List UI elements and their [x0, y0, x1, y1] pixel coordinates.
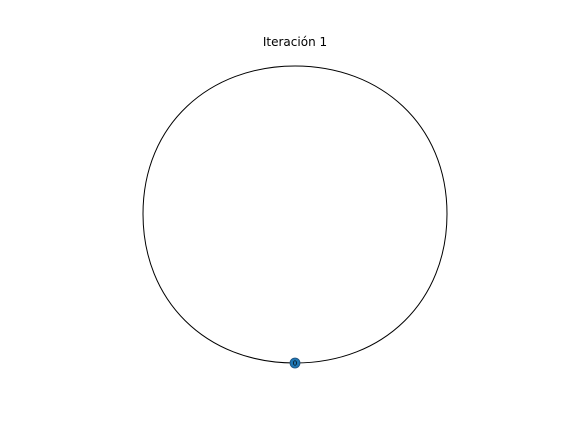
figure-title: Iteración 1	[263, 35, 327, 49]
node-marker	[289, 357, 301, 369]
self-loop-edge	[142, 65, 448, 364]
graph-nodes: 0	[289, 357, 301, 369]
graph-node: 0	[289, 357, 301, 369]
node-label: 0	[293, 360, 297, 368]
graph-edges	[142, 65, 448, 364]
